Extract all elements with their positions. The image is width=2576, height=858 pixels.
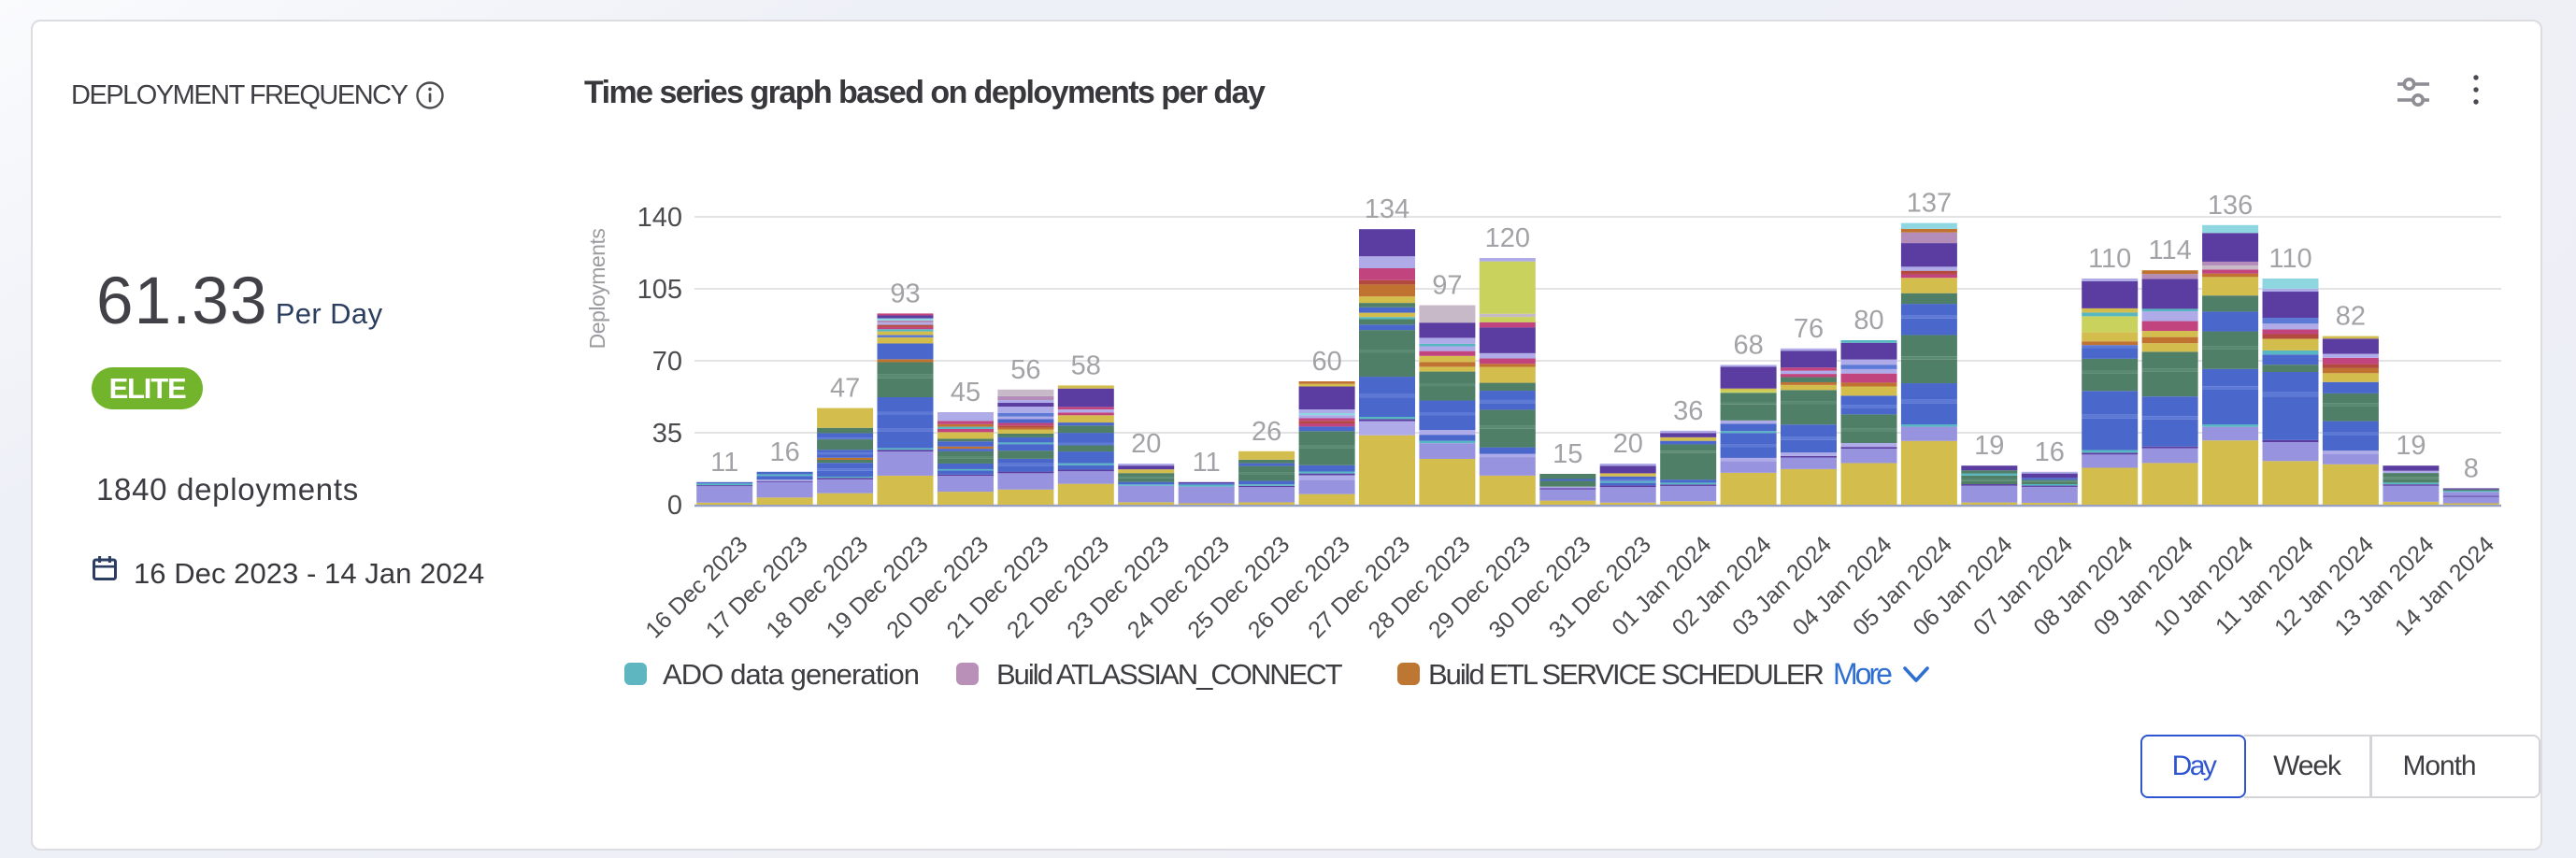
svg-text:140: 140 — [637, 203, 682, 233]
svg-text:20: 20 — [1613, 429, 1643, 459]
svg-text:26: 26 — [1252, 417, 1281, 447]
svg-text:19: 19 — [2396, 431, 2426, 461]
svg-text:Build ATLASSIAN_CONNECT: Build ATLASSIAN_CONNECT — [996, 658, 1343, 691]
svg-text:11: 11 — [710, 448, 738, 478]
svg-text:36: 36 — [1673, 396, 1703, 426]
svg-text:15: 15 — [1553, 439, 1582, 469]
svg-text:80: 80 — [1853, 306, 1883, 336]
svg-text:58: 58 — [1071, 350, 1101, 380]
svg-text:0: 0 — [667, 491, 682, 521]
svg-text:93: 93 — [890, 279, 920, 308]
svg-text:105: 105 — [637, 275, 682, 305]
svg-text:120: 120 — [1485, 223, 1530, 253]
svg-text:ADO data generation: ADO data generation — [663, 658, 919, 691]
svg-text:82: 82 — [2336, 302, 2366, 332]
svg-text:16: 16 — [2035, 437, 2065, 467]
svg-text:16: 16 — [769, 437, 799, 467]
svg-text:20: 20 — [1131, 429, 1161, 459]
svg-text:8: 8 — [2464, 453, 2479, 483]
svg-text:110: 110 — [2088, 244, 2131, 274]
svg-text:47: 47 — [830, 374, 860, 404]
svg-text:More: More — [1833, 657, 1892, 691]
svg-text:114: 114 — [2148, 236, 2191, 265]
svg-text:134: 134 — [1365, 194, 1410, 224]
svg-text:70: 70 — [652, 347, 682, 377]
svg-text:56: 56 — [1010, 355, 1040, 385]
svg-text:60: 60 — [1311, 347, 1341, 377]
svg-text:136: 136 — [2208, 191, 2253, 221]
svg-text:110: 110 — [2268, 244, 2311, 274]
svg-text:137: 137 — [1907, 189, 1952, 219]
svg-text:35: 35 — [652, 419, 682, 449]
svg-text:19: 19 — [1974, 431, 2004, 461]
svg-text:Deployments: Deployments — [585, 229, 609, 350]
svg-text:68: 68 — [1733, 330, 1763, 360]
svg-text:97: 97 — [1432, 271, 1462, 301]
svg-text:11: 11 — [1193, 448, 1221, 478]
svg-text:76: 76 — [1794, 314, 1824, 344]
svg-text:45: 45 — [951, 378, 980, 408]
svg-text:Build ETL SERVICE SCHEDULER: Build ETL SERVICE SCHEDULER — [1428, 658, 1824, 691]
